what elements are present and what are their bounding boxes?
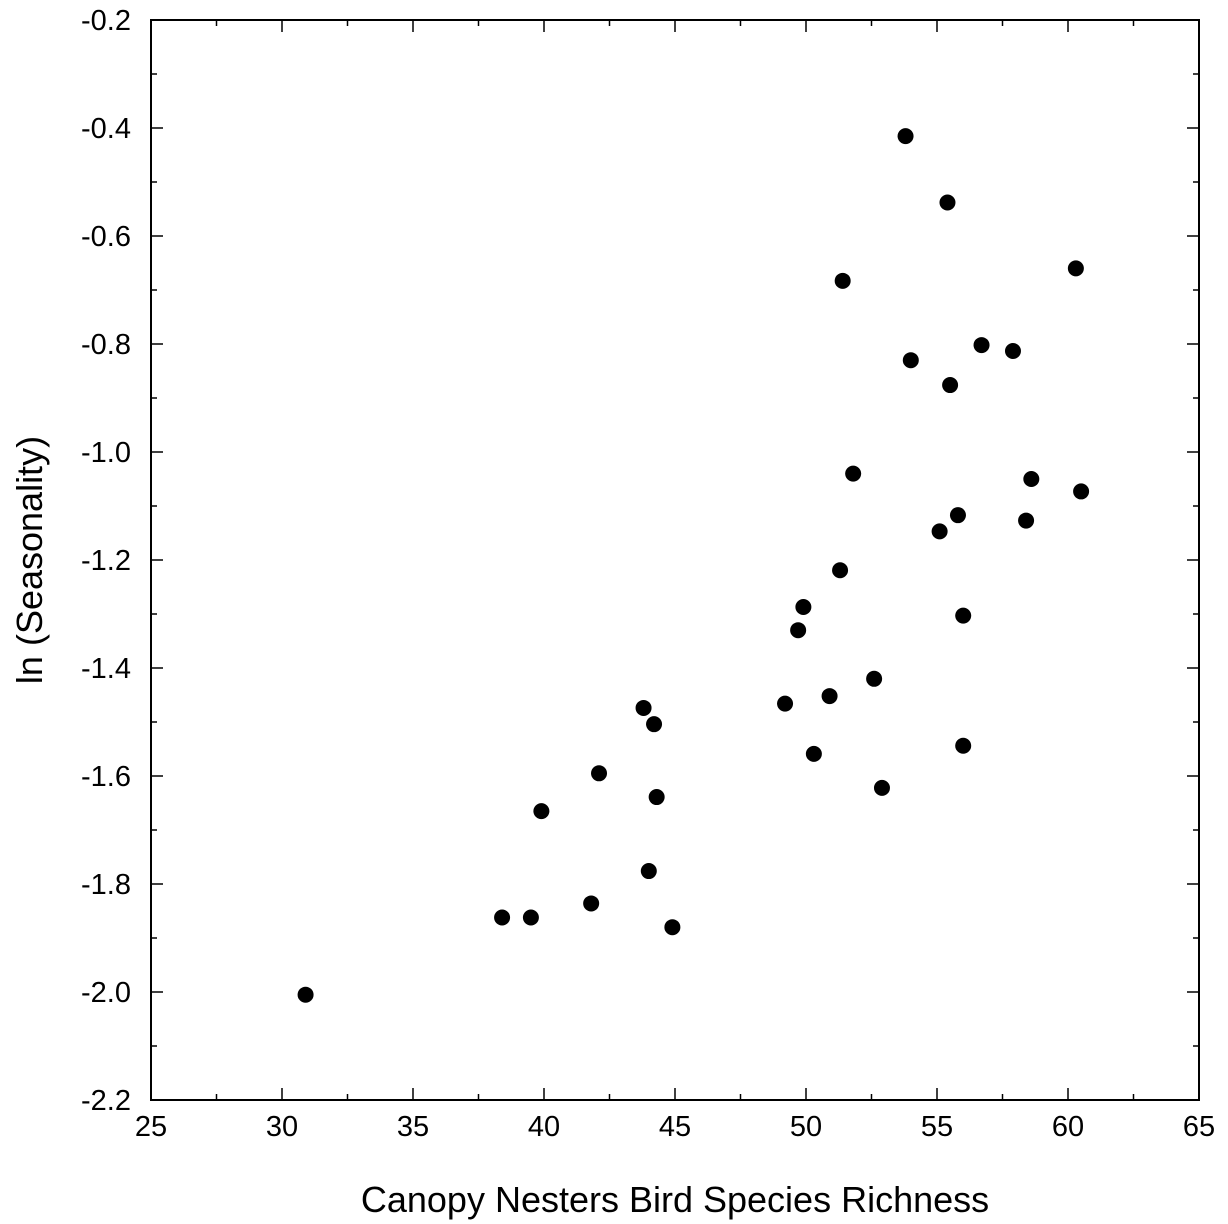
x-tick-label: 25 [135,1111,167,1143]
y-axis-title: ln (Seasonality) [9,436,50,684]
y-tick-label: -2.2 [81,1085,131,1117]
data-point [832,562,849,579]
data-point [790,622,807,639]
data-point [955,737,972,754]
y-tick-label: -1.6 [81,761,131,793]
plot-frame [150,19,1200,1101]
data-point [297,986,314,1003]
x-tick-label: 50 [790,1111,822,1143]
data-point [646,716,663,733]
data-point [873,779,890,796]
y-tick-label: -1.4 [81,653,131,685]
x-tick-label: 60 [1052,1111,1084,1143]
data-point [955,607,972,624]
x-axis-title: Canopy Nesters Bird Species Richness [361,1179,989,1220]
y-tick-label: -0.4 [81,113,131,145]
y-tick-label: -0.2 [81,5,131,37]
x-tick-label: 30 [266,1111,298,1143]
data-point [664,919,681,936]
data-point [834,272,851,289]
y-tick-label: -1.0 [81,437,131,469]
y-tick-label: -0.8 [81,329,131,361]
data-point [939,194,956,211]
y-tick-label: -0.6 [81,221,131,253]
x-tick-label: 45 [659,1111,691,1143]
data-point [845,465,862,482]
data-point [777,695,794,712]
x-tick-label: 55 [921,1111,953,1143]
data-point [1023,471,1040,487]
data-point [494,909,511,926]
data-point [866,670,883,687]
data-point [821,688,838,705]
axis-tick-labels: 25 30 35 40 45 50 55 60 65 -0.2 -0.4 -0.6 -0.8 -1.0 -1… [81,5,1215,1143]
data-points [297,128,1090,1003]
data-point [522,909,539,926]
data-point [648,789,665,806]
data-point [635,699,652,716]
data-point [1004,343,1021,360]
data-point [583,895,600,912]
data-point [591,765,608,782]
data-point [931,523,948,540]
data-point [942,377,959,394]
data-point [949,507,966,524]
y-tick-label: -1.2 [81,545,131,577]
data-point [640,863,657,880]
y-tick-label: -1.8 [81,869,131,901]
data-point [902,352,919,369]
data-point [1073,483,1090,500]
data-point [533,803,550,820]
data-point [897,128,914,145]
data-point [805,745,822,762]
x-tick-label: 35 [397,1111,429,1143]
data-point [1067,260,1084,277]
y-tick-label: -2.0 [81,977,131,1009]
x-tick-label: 65 [1183,1111,1215,1143]
data-point [1018,512,1035,529]
x-tick-label: 40 [528,1111,560,1143]
data-point [973,337,990,354]
data-point [795,598,812,615]
